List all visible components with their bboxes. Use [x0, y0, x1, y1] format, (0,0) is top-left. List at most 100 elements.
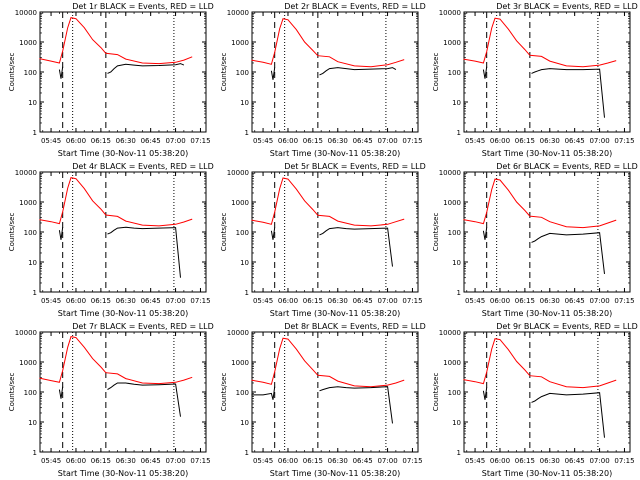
- y-axis-label: Counts/sec: [8, 373, 16, 412]
- x-tick-label: 07:00: [377, 297, 397, 305]
- y-tick-label: 10: [452, 419, 461, 427]
- y-tick-label: 1000: [231, 359, 249, 367]
- plot-frame: [39, 331, 207, 453]
- x-tick-label: 06:00: [66, 457, 86, 465]
- plot-frame: [463, 11, 631, 133]
- y-tick-label: 1: [245, 449, 249, 457]
- chart-title: Det 2r BLACK = Events, RED = LLD: [284, 2, 426, 11]
- x-axis-label: Start Time (30-Nov-11 05:38:20): [270, 149, 400, 158]
- y-tick-label: 1: [245, 289, 249, 297]
- lld-rate-line: [463, 338, 617, 389]
- x-tick-label: 06:15: [515, 137, 535, 145]
- x-tick-label: 07:15: [614, 137, 634, 145]
- x-tick-label: 07:00: [165, 137, 185, 145]
- y-tick-label: 10000: [439, 329, 461, 337]
- chart-title: Det 8r BLACK = Events, RED = LLD: [284, 322, 426, 331]
- y-tick-label: 100: [236, 229, 249, 237]
- lld-rate-line: [251, 18, 405, 68]
- x-tick-label: 05:45: [465, 457, 485, 465]
- chart-panel-9: Det 9r BLACK = Events, RED = LLD Start Ti…: [432, 322, 638, 478]
- x-tick-label: 06:30: [328, 137, 348, 145]
- x-axis-label: Start Time (30-Nov-11 05:38:20): [58, 309, 188, 318]
- event-rate-line: [58, 226, 181, 278]
- y-axis-label: Counts/sec: [220, 373, 228, 412]
- x-tick-label: 07:15: [190, 137, 210, 145]
- chart-title: Det 7r BLACK = Events, RED = LLD: [72, 322, 214, 331]
- x-tick-label: 05:45: [253, 137, 273, 145]
- y-tick-label: 10: [240, 419, 249, 427]
- x-tick-label: 06:45: [353, 457, 373, 465]
- x-tick-label: 06:30: [328, 297, 348, 305]
- lld-rate-line: [251, 177, 405, 227]
- x-tick-label: 07:00: [377, 137, 397, 145]
- x-tick-label: 07:15: [190, 457, 210, 465]
- x-tick-label: 06:45: [141, 137, 161, 145]
- lld-rate-line: [463, 17, 617, 68]
- x-tick-label: 06:45: [353, 297, 373, 305]
- x-tick-label: 05:45: [41, 137, 61, 145]
- x-axis-label: Start Time (30-Nov-11 05:38:20): [58, 149, 188, 158]
- x-tick-label: 07:15: [402, 297, 422, 305]
- y-tick-label: 100: [24, 389, 37, 397]
- x-tick-label: 05:45: [253, 457, 273, 465]
- y-axis-label: Counts/sec: [8, 53, 16, 92]
- x-tick-label: 06:15: [515, 297, 535, 305]
- x-tick-label: 06:15: [303, 137, 323, 145]
- x-tick-label: 06:15: [91, 137, 111, 145]
- y-tick-label: 100: [236, 389, 249, 397]
- x-tick-label: 06:00: [66, 297, 86, 305]
- y-tick-label: 1000: [443, 359, 461, 367]
- y-tick-label: 100: [24, 229, 37, 237]
- x-tick-label: 07:00: [377, 457, 397, 465]
- x-tick-label: 05:45: [253, 297, 273, 305]
- y-axis-label: Counts/sec: [432, 373, 440, 412]
- x-tick-label: 06:15: [303, 297, 323, 305]
- y-tick-label: 10: [28, 419, 37, 427]
- y-tick-label: 10000: [439, 9, 461, 17]
- x-tick-label: 06:30: [328, 457, 348, 465]
- chart-panel-2: Det 2r BLACK = Events, RED = LLD Start Ti…: [220, 2, 426, 158]
- x-tick-label: 06:15: [91, 457, 111, 465]
- chart-title: Det 1r BLACK = Events, RED = LLD: [72, 2, 214, 11]
- y-tick-label: 10000: [15, 9, 37, 17]
- x-tick-label: 05:45: [465, 137, 485, 145]
- chart-title: Det 3r BLACK = Events, RED = LLD: [496, 2, 638, 11]
- x-tick-label: 06:45: [565, 297, 585, 305]
- x-tick-label: 07:00: [589, 297, 609, 305]
- y-tick-label: 1: [33, 289, 37, 297]
- y-tick-label: 1000: [19, 359, 37, 367]
- x-tick-label: 06:30: [116, 137, 136, 145]
- x-tick-label: 07:15: [614, 457, 634, 465]
- chart-title: Det 4r BLACK = Events, RED = LLD: [72, 162, 214, 171]
- x-tick-label: 07:15: [190, 297, 210, 305]
- y-axis-label: Counts/sec: [220, 53, 228, 92]
- x-tick-label: 06:00: [278, 137, 298, 145]
- x-axis-label: Start Time (30-Nov-11 05:38:20): [58, 469, 188, 478]
- y-tick-label: 1000: [19, 39, 37, 47]
- x-tick-label: 06:00: [490, 297, 510, 305]
- y-tick-label: 100: [448, 229, 461, 237]
- x-tick-label: 06:45: [141, 297, 161, 305]
- x-tick-label: 07:00: [165, 457, 185, 465]
- y-tick-label: 10000: [227, 329, 249, 337]
- x-tick-label: 07:00: [165, 297, 185, 305]
- y-tick-label: 10000: [15, 169, 37, 177]
- y-tick-label: 1: [33, 129, 37, 137]
- y-tick-label: 1000: [231, 39, 249, 47]
- lld-rate-line: [251, 337, 405, 388]
- x-tick-label: 07:00: [589, 137, 609, 145]
- y-tick-label: 10: [240, 259, 249, 267]
- chart-panel-5: Det 5r BLACK = Events, RED = LLD Start Ti…: [220, 162, 426, 318]
- event-rate-line: [58, 63, 185, 79]
- event-rate-line: [58, 382, 181, 417]
- y-tick-label: 1000: [19, 199, 37, 207]
- y-tick-label: 1000: [443, 39, 461, 47]
- x-tick-label: 06:30: [540, 457, 560, 465]
- chart-panel-3: Det 3r BLACK = Events, RED = LLD Start Ti…: [432, 2, 638, 158]
- x-axis-label: Start Time (30-Nov-11 05:38:20): [270, 309, 400, 318]
- lld-rate-line: [39, 336, 193, 385]
- y-tick-label: 10: [28, 99, 37, 107]
- y-tick-label: 1: [245, 129, 249, 137]
- x-tick-label: 05:45: [465, 297, 485, 305]
- x-tick-label: 07:15: [614, 297, 634, 305]
